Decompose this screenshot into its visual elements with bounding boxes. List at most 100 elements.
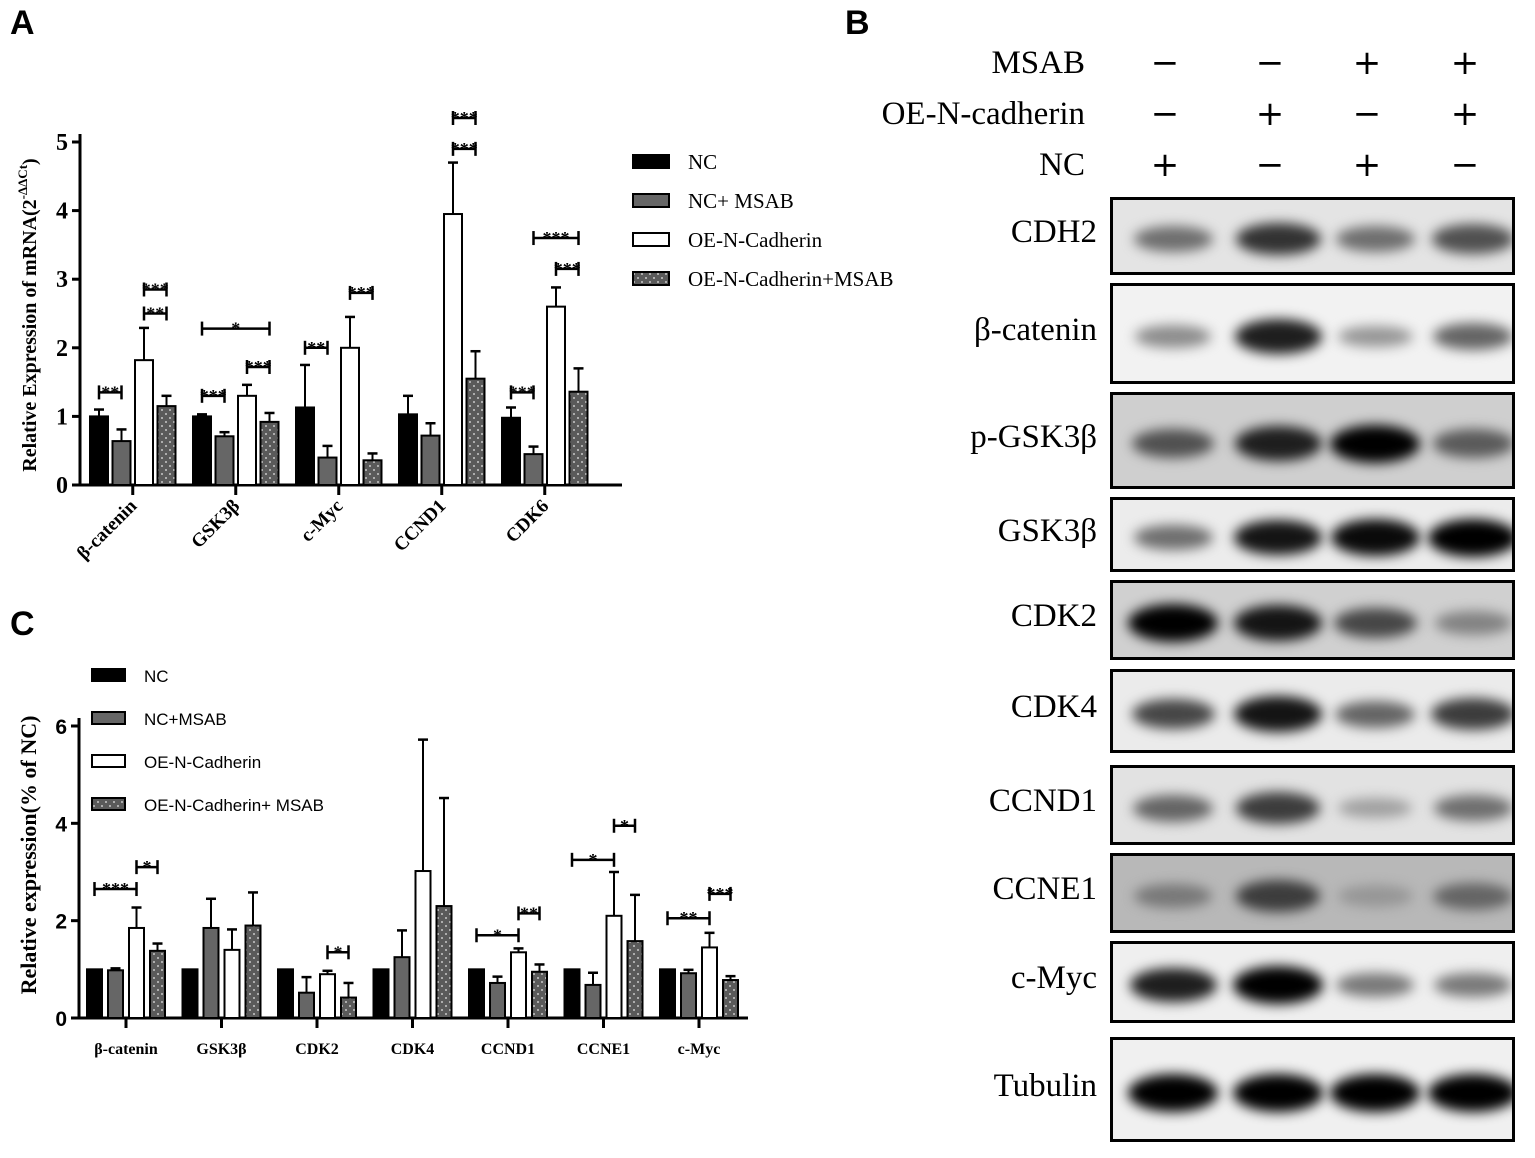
protein-band	[1428, 518, 1512, 557]
protein-band	[1236, 792, 1320, 824]
minus-sign: −	[1150, 94, 1180, 134]
legend-label: OE-N-Cadherin+MSAB	[688, 267, 894, 291]
y-axis-label: Relative Expression of mRNA(2-ΔΔCt)	[15, 158, 41, 471]
bar-oe-n-cadherin	[546, 305, 566, 487]
y-tick-label: 3	[56, 267, 68, 293]
protein-band	[1236, 880, 1320, 912]
protein-band	[1333, 607, 1417, 639]
x-category-label: CDK6	[502, 496, 553, 547]
x-category-label: c-Myc	[678, 1041, 721, 1058]
blot-image	[1110, 853, 1515, 933]
protein-band	[1434, 972, 1512, 998]
legend-swatch	[632, 232, 670, 247]
blot-protein-label: Tubulin	[993, 1067, 1097, 1104]
bar-nc-msab	[202, 926, 220, 1020]
protein-band	[1433, 795, 1512, 821]
bar-nc-msab	[523, 453, 544, 487]
bar-oe-n-cadherin	[319, 973, 336, 1020]
protein-band	[1128, 1073, 1218, 1112]
protein-band	[1235, 222, 1321, 256]
bar-oe-n-cadherin-msab	[340, 996, 357, 1019]
significance-label: ***	[200, 386, 227, 406]
bar-nc	[89, 415, 109, 486]
bar-oe-n-cadherin-msab	[244, 924, 262, 1019]
bar-nc	[563, 968, 581, 1020]
legend-label: OE-N-Cadherin	[144, 753, 261, 772]
significance-label: ***	[707, 884, 734, 904]
bar-oe-n-cadherin-msab	[259, 420, 280, 486]
protein-band	[1133, 794, 1213, 822]
plus-sign: +	[1352, 145, 1382, 185]
minus-sign: −	[1352, 94, 1382, 134]
blot-protein-label: p-GSK3β	[970, 418, 1097, 455]
legend-swatch	[91, 668, 126, 682]
significance-label: ***	[554, 259, 581, 279]
panel-b-label: B	[845, 4, 870, 42]
blot-image	[1110, 580, 1515, 660]
panel-c-label: C	[10, 605, 35, 643]
bar-nc-msab	[393, 956, 411, 1019]
protein-band	[1234, 605, 1322, 641]
significance-label: **	[146, 304, 164, 324]
bar-oe-n-cadherin	[223, 948, 241, 1019]
legend-label: OE-N-Cadherin	[688, 228, 823, 252]
bar-nc	[277, 968, 294, 1020]
bar-oe-n-cadherin	[134, 359, 154, 487]
significance-label: ***	[509, 382, 536, 402]
blot-image	[1110, 497, 1515, 572]
x-category-label: β-catenin	[73, 495, 142, 564]
blot-image	[1110, 941, 1515, 1023]
bar-nc	[372, 968, 390, 1020]
y-tick-label: 2	[56, 336, 68, 362]
x-category-label: CCND1	[481, 1041, 535, 1058]
protein-band	[1330, 424, 1420, 463]
protein-band	[1335, 226, 1415, 252]
legend-label: NC+ MSAB	[688, 189, 794, 213]
protein-band	[1434, 611, 1512, 635]
bar-nc-msab	[317, 456, 338, 486]
bar-nc-msab	[489, 981, 506, 1019]
plus-sign: +	[1255, 94, 1285, 134]
legend-swatch	[632, 193, 670, 208]
y-tick-label: 2	[55, 911, 67, 934]
protein-band	[1133, 226, 1213, 252]
blot-protein-label: CDH2	[1010, 214, 1097, 250]
panel-a-label: A	[10, 4, 35, 42]
protein-band	[1234, 696, 1322, 732]
bar-nc-msab	[584, 983, 602, 1020]
protein-band	[1233, 966, 1323, 1004]
minus-sign: −	[1255, 145, 1285, 185]
blot-image	[1110, 283, 1515, 384]
bar-oe-n-cadherin-msab	[435, 905, 453, 1020]
y-tick-label: 4	[56, 199, 68, 225]
western-blot-panel: MSAB − − + + OE-N-cadherin − + − + NC + − + − CDH2 β-ca…	[840, 0, 1535, 1158]
protein-band	[1129, 967, 1217, 1003]
blot-image	[1110, 392, 1515, 489]
protein-band	[1338, 797, 1412, 819]
protein-band	[1428, 1073, 1512, 1112]
protein-band	[1335, 700, 1415, 728]
bar-oe-n-cadherin-msab	[568, 390, 589, 487]
significance-label: *	[620, 816, 629, 836]
bar-oe-n-cadherin-msab	[722, 979, 739, 1020]
significance-label: ***	[348, 283, 375, 303]
bar-oe-n-cadherin-msab	[531, 970, 548, 1019]
bar-nc-msab	[214, 435, 235, 487]
significance-label: ***	[451, 139, 478, 159]
bar-oe-n-cadherin	[443, 213, 463, 486]
bar-nc	[86, 968, 103, 1020]
significance-label: ***	[543, 228, 570, 248]
y-tick-label: 0	[56, 473, 68, 499]
significance-label: *	[493, 925, 502, 945]
significance-label: ***	[142, 279, 169, 299]
protein-band	[1432, 429, 1512, 458]
protein-band	[1131, 698, 1215, 730]
blot-image	[1110, 197, 1515, 275]
bar-nc-msab	[111, 440, 132, 487]
protein-band	[1433, 323, 1512, 350]
protein-band	[1133, 524, 1213, 551]
significance-label: **	[520, 903, 538, 923]
minus-sign: −	[1255, 43, 1285, 83]
legend-swatch	[91, 754, 126, 768]
bar-oe-n-cadherin-msab	[626, 940, 644, 1019]
